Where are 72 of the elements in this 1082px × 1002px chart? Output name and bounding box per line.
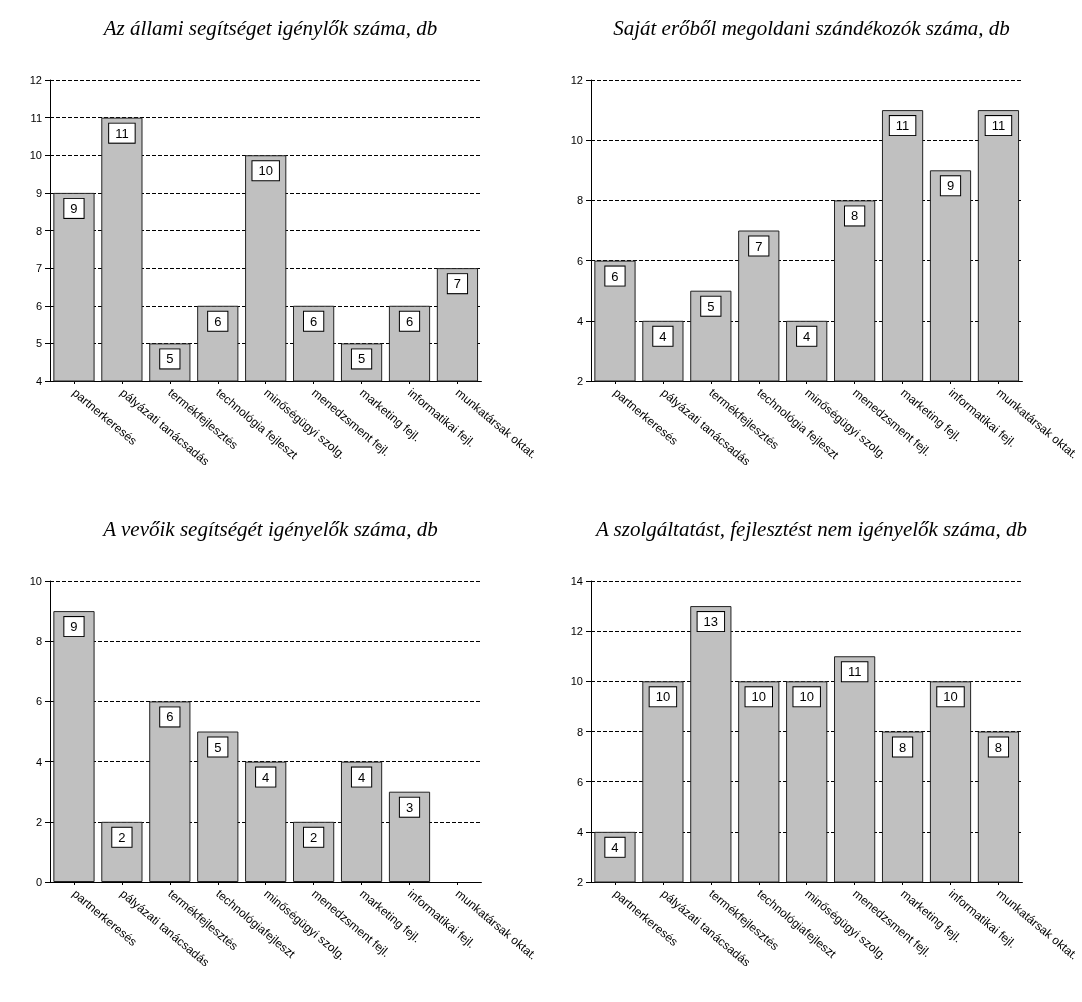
y-tick-label: 6 (576, 775, 583, 788)
data-label: 2 (310, 829, 318, 845)
y-tick-label: 4 (35, 375, 42, 387)
y-tick-label: 4 (576, 825, 583, 838)
data-label: 10 (258, 163, 273, 179)
y-tick-label: 12 (570, 74, 583, 86)
data-label: 6 (611, 268, 619, 284)
data-label: 6 (166, 709, 174, 725)
y-tick-label: 10 (570, 134, 583, 147)
data-label: 9 (946, 178, 955, 194)
y-tick-label: 2 (576, 876, 583, 888)
data-label: 10 (751, 689, 766, 705)
y-tick-label: 10 (29, 149, 42, 162)
y-tick-label: 4 (35, 755, 42, 768)
y-tick-label: 11 (30, 111, 42, 124)
data-label: 10 (943, 689, 958, 705)
y-tick-label: 2 (576, 375, 583, 387)
y-tick-label: 8 (576, 194, 583, 207)
y-tick-label: 7 (35, 262, 42, 275)
y-tick-label: 4 (576, 314, 583, 327)
data-label: 5 (214, 739, 222, 755)
data-label: 6 (214, 313, 222, 329)
data-label: 9 (70, 200, 78, 216)
y-tick-label: 6 (576, 254, 583, 267)
data-label: 4 (357, 769, 366, 785)
data-label: 8 (898, 739, 907, 755)
bar (197, 731, 239, 882)
chart-title: A szolgáltatást, fejlesztést nem igényelők száma, db (593, 516, 1028, 541)
data-label: 8 (851, 208, 859, 224)
data-label: 5 (707, 298, 715, 314)
y-tick-label: 10 (29, 575, 42, 587)
data-label: 2 (118, 829, 126, 845)
y-tick-label: 8 (576, 725, 583, 738)
data-label: 4 (803, 328, 811, 344)
bar (340, 761, 383, 882)
y-tick-label: 12 (570, 625, 583, 638)
data-label: 11 (991, 118, 1006, 134)
y-tick-label: 12 (29, 74, 42, 86)
chart-title: Saját erőből megoldani szándékozók száma, db (613, 15, 1010, 40)
data-label: 11 (115, 125, 129, 141)
data-label: 5 (166, 351, 174, 367)
chart-title: A vevőik segítségét igényelők száma, db (101, 516, 438, 541)
data-label: 6 (310, 313, 318, 329)
y-tick-label: 2 (35, 815, 42, 828)
data-label: 4 (611, 839, 619, 855)
y-tick-label: 6 (35, 695, 42, 708)
data-label: 3 (405, 799, 414, 815)
data-label: 10 (799, 689, 814, 705)
data-label: 4 (262, 769, 270, 785)
data-label: 11 (895, 118, 910, 134)
data-label: 6 (405, 313, 414, 329)
y-tick-label: 8 (35, 635, 42, 648)
data-label: 11 (847, 664, 862, 680)
bar (53, 611, 95, 882)
data-label: 5 (357, 351, 366, 367)
bar (245, 761, 287, 882)
chart-title: Az állami segítséget igénylők száma, db (101, 15, 438, 40)
data-label: 8 (994, 739, 1003, 755)
data-label: 7 (755, 238, 763, 254)
bar (149, 701, 191, 882)
y-tick-label: 10 (570, 675, 583, 688)
data-label: 7 (453, 276, 462, 292)
y-tick-label: 8 (35, 224, 42, 237)
y-tick-label: 0 (35, 876, 42, 888)
y-tick-label: 6 (35, 299, 42, 312)
data-label: 13 (703, 614, 719, 630)
data-label: 9 (70, 619, 78, 635)
data-label: 10 (655, 689, 671, 705)
y-tick-label: 14 (570, 575, 583, 587)
y-tick-label: 5 (35, 337, 42, 350)
y-tick-label: 9 (35, 186, 42, 199)
data-label: 4 (659, 328, 667, 344)
